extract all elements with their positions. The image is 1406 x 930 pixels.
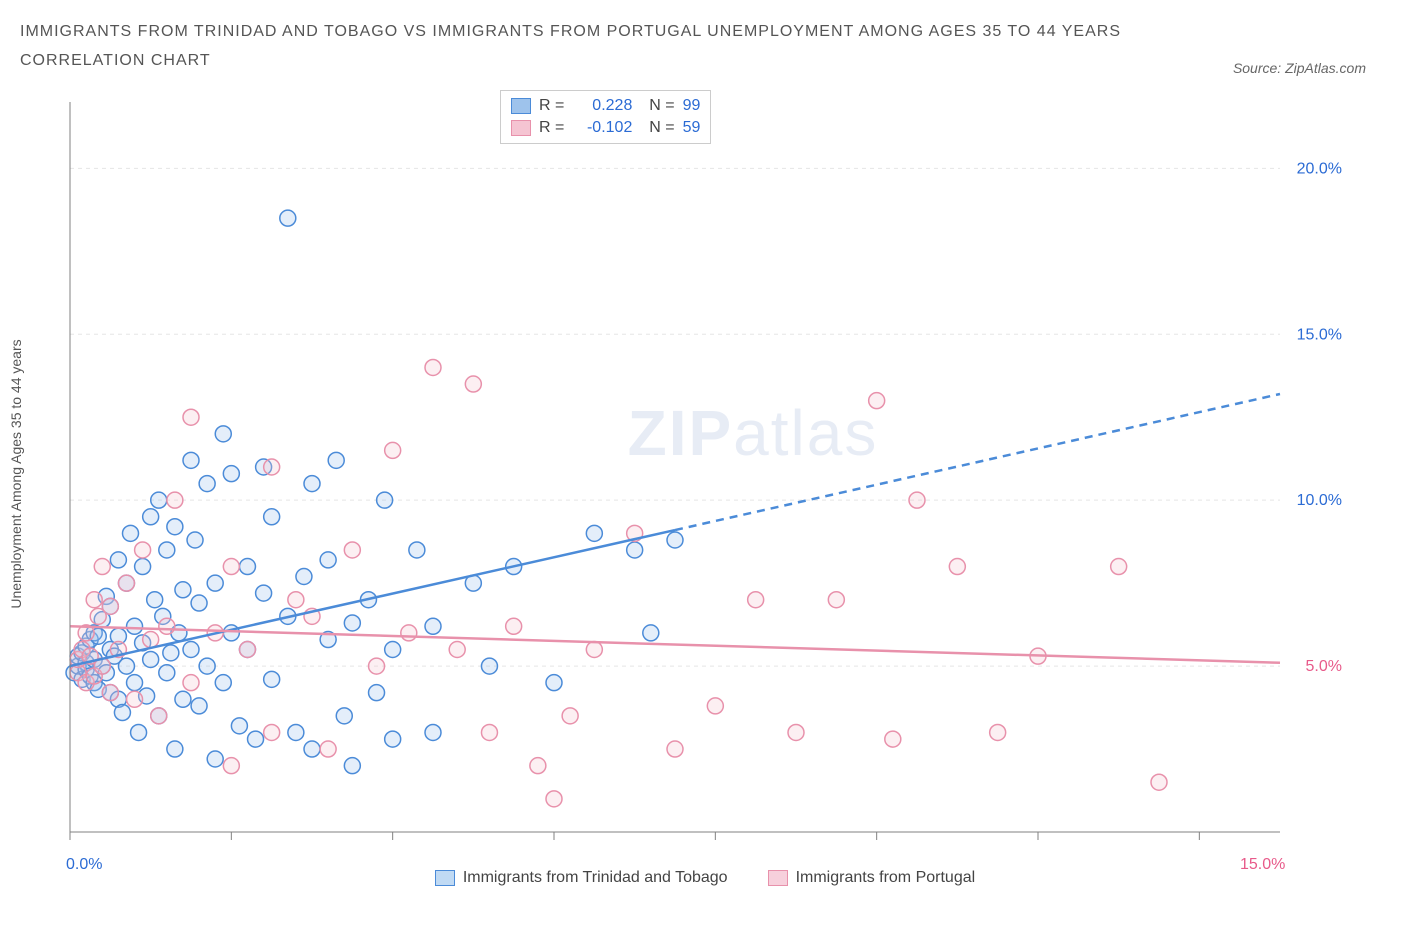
legend-swatch xyxy=(511,120,531,136)
correlation-legend-row: R = -0.102 N = 59 xyxy=(511,117,700,139)
legend-r-value: -0.102 xyxy=(572,119,632,137)
chart-title: IMMIGRANTS FROM TRINIDAD AND TOBAGO VS I… xyxy=(20,18,1233,76)
legend-r-value: 0.228 xyxy=(572,97,632,115)
svg-text:10.0%: 10.0% xyxy=(1297,492,1342,509)
chart-header: IMMIGRANTS FROM TRINIDAD AND TOBAGO VS I… xyxy=(0,0,1406,82)
legend-n-value: 99 xyxy=(683,97,701,115)
legend-n-value: 59 xyxy=(683,119,701,137)
legend-swatch xyxy=(435,870,455,886)
legend-r-label: R = xyxy=(539,119,564,137)
legend-n-label: N = xyxy=(640,97,674,115)
correlation-legend-row: R = 0.228 N = 99 xyxy=(511,95,700,117)
y-axis-label: Unemployment Among Ages 35 to 44 years xyxy=(8,339,24,608)
plot-area: 5.0% 10.0% 15.0% 20.0% xyxy=(60,92,1350,852)
svg-text:15.0%: 15.0% xyxy=(1297,326,1342,343)
svg-text:20.0%: 20.0% xyxy=(1297,160,1342,177)
series-legend-label: Immigrants from Trinidad and Tobago xyxy=(463,869,728,887)
svg-text:5.0%: 5.0% xyxy=(1306,658,1342,675)
series-legend-item: Immigrants from Trinidad and Tobago xyxy=(435,869,728,887)
title-line-1: IMMIGRANTS FROM TRINIDAD AND TOBAGO VS I… xyxy=(20,23,1121,40)
legend-swatch xyxy=(511,98,531,114)
legend-n-label: N = xyxy=(640,119,674,137)
scatter-chart: Unemployment Among Ages 35 to 44 years Z… xyxy=(60,92,1406,857)
series-legend-item: Immigrants from Portugal xyxy=(768,869,976,887)
legend-swatch xyxy=(768,870,788,886)
correlation-legend: R = 0.228 N = 99 R = -0.102 N = 59 xyxy=(500,90,711,144)
legend-r-label: R = xyxy=(539,97,564,115)
series-legend-label: Immigrants from Portugal xyxy=(796,869,976,887)
source-attribution: Source: ZipAtlas.com xyxy=(1233,60,1386,76)
title-line-2: CORRELATION CHART xyxy=(20,52,211,69)
series-legend: Immigrants from Trinidad and Tobago Immig… xyxy=(60,869,1350,887)
